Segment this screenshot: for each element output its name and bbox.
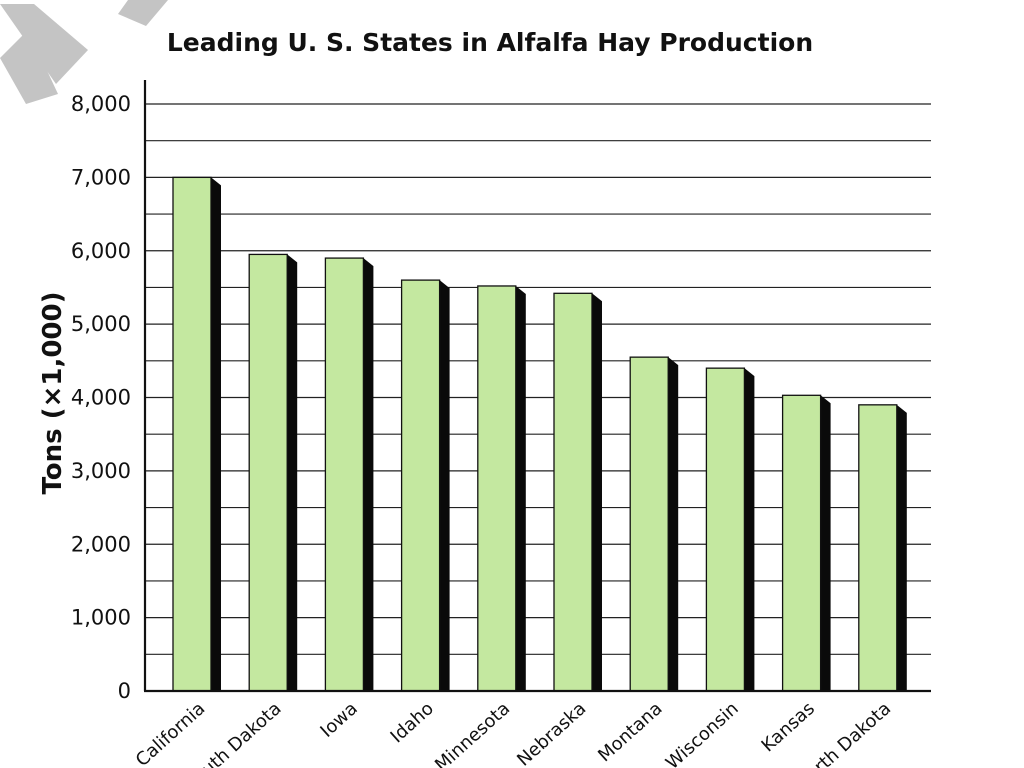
bar-shadow bbox=[820, 395, 831, 691]
y-tick-label: 4,000 bbox=[71, 386, 131, 410]
y-tick-label: 3,000 bbox=[71, 459, 131, 483]
bar bbox=[324, 257, 365, 692]
x-tick-label: Minnesota bbox=[431, 698, 514, 768]
bars bbox=[172, 176, 907, 692]
x-tick-label: California bbox=[132, 698, 210, 768]
y-tick-label: 7,000 bbox=[71, 165, 131, 189]
x-tick-label: Wisconsin bbox=[662, 698, 743, 768]
x-tick-label: Nebraska bbox=[513, 698, 590, 768]
bar bbox=[400, 279, 441, 692]
bar-shadow bbox=[363, 258, 374, 691]
axes bbox=[143, 80, 931, 693]
x-tick-label: Kansas bbox=[758, 698, 819, 756]
chart-title: Leading U. S. States in Alfalfa Hay Prod… bbox=[167, 28, 813, 57]
bar-shadow bbox=[515, 285, 526, 691]
bar-shadow bbox=[211, 177, 221, 691]
bar-shadow bbox=[439, 280, 450, 691]
watermark-logo bbox=[0, 0, 168, 104]
bar-shadow bbox=[287, 254, 298, 691]
bar bbox=[477, 285, 517, 692]
y-axis-label: Tons (×1,000) bbox=[38, 292, 68, 495]
y-tick-label: 2,000 bbox=[71, 532, 131, 556]
bar bbox=[172, 176, 212, 692]
x-tick-label: Montana bbox=[594, 698, 666, 766]
bar bbox=[858, 404, 898, 692]
x-tick-label: Idaho bbox=[387, 698, 438, 747]
bar bbox=[705, 367, 746, 692]
bar-shadow bbox=[744, 368, 755, 691]
bar-shadow bbox=[668, 357, 679, 691]
bar bbox=[629, 356, 669, 692]
y-tick-labels: 0 1,000 2,000 3,000 4,000 5,000 6,000 7,000 8,00… bbox=[71, 92, 131, 703]
bar-shadow bbox=[592, 293, 602, 691]
bar bbox=[553, 292, 593, 692]
y-tick-label: 8,000 bbox=[71, 92, 131, 116]
bar bbox=[781, 394, 822, 692]
y-tick-label: 6,000 bbox=[71, 239, 131, 263]
y-tick-label: 5,000 bbox=[71, 312, 131, 336]
y-tick-label: 0 bbox=[118, 679, 131, 703]
x-tick-label: Iowa bbox=[316, 698, 361, 742]
y-tick-label: 1,000 bbox=[71, 606, 131, 630]
bar-shadow bbox=[896, 404, 907, 691]
bar bbox=[248, 253, 288, 692]
